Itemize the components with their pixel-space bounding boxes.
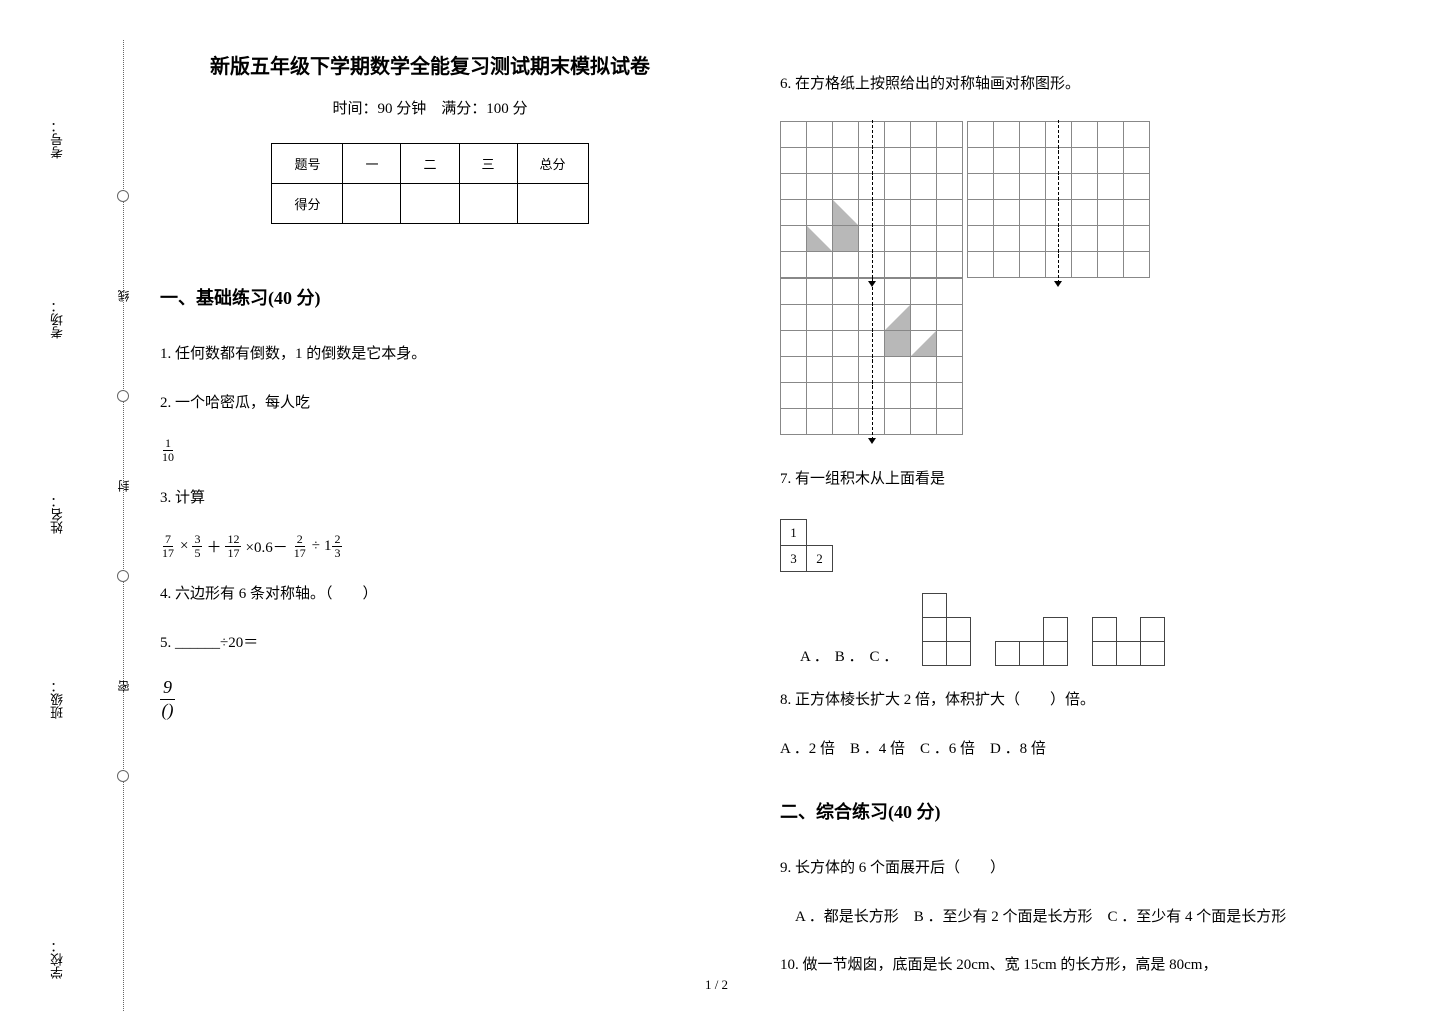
score-cell: 题号: [272, 144, 343, 184]
grid-block-2: [967, 121, 1150, 278]
section-heading-2: 二、综合练习(40 分): [780, 798, 1320, 824]
binding-circle: [117, 770, 129, 782]
question-3: 3. 计算: [160, 484, 700, 513]
question-10: 10. 做一节烟囱，底面是长 20cm、宽 15cm 的长方形，高是 80cm，: [780, 951, 1320, 980]
grid-block-1: [780, 121, 963, 278]
question-2: 2. 一个哈密瓜，每人吃: [160, 389, 700, 418]
score-cell: [343, 184, 401, 224]
question-8: 8. 正方体棱长扩大 2 倍，体积扩大（ ）倍。: [780, 686, 1320, 715]
binding-label-name: 姓名：: [48, 495, 67, 534]
score-cell: [459, 184, 517, 224]
frac-denominator: (): [162, 700, 174, 722]
exam-title: 新版五年级下学期数学全能复习测试期末模拟试卷: [160, 50, 700, 79]
binding-label-room: 考场：: [48, 300, 67, 339]
question-7: 7. 有一组积木从上面看是: [780, 465, 1320, 494]
right-column: 6. 在方格纸上按照给出的对称轴画对称图形。: [780, 50, 1320, 1000]
seal-char-xian: 线: [115, 290, 132, 302]
table-row: 题号 一 二 三 总分: [272, 144, 588, 184]
table-row: 得分: [272, 184, 588, 224]
option-label-b: B ．: [835, 645, 864, 666]
score-cell: 总分: [517, 144, 588, 184]
q7-options: A ． B ． C ．: [800, 593, 1320, 666]
question-5: 5. ______÷20＝: [160, 629, 700, 658]
binding-label-school: 学校：: [48, 940, 67, 979]
seal-char-mi: 密: [115, 680, 132, 692]
binding-circle: [117, 390, 129, 402]
frac-denominator: 10: [160, 451, 176, 464]
section-heading-1: 一、基础练习(40 分): [160, 284, 700, 310]
symmetry-grids: [780, 121, 1320, 435]
binding-dotted-line: [123, 40, 124, 1011]
binding-label-number: 考号：: [48, 120, 67, 159]
score-cell: 得分: [272, 184, 343, 224]
question-6: 6. 在方格纸上按照给出的对称轴画对称图形。: [780, 70, 1320, 99]
seal-char-feng: 封: [115, 480, 132, 492]
q2-fraction: 1 10: [160, 437, 700, 464]
binding-label-class: 班级：: [48, 680, 67, 719]
shape-option-c: [1092, 617, 1165, 666]
option-label-a: A ．: [800, 645, 829, 666]
frac-numerator: 9: [160, 677, 175, 700]
question-8-options: A ．2 倍 B ．4 倍 C ．6 倍 D ．8 倍: [780, 735, 1320, 764]
score-cell: 三: [459, 144, 517, 184]
shape-option-a: [922, 593, 971, 666]
shape-option-b: [995, 617, 1068, 666]
question-9-options: A ．都是长方形 B ．至少有 2 个面是长方形 C ．至少有 4 个面是长方形: [780, 903, 1320, 932]
frac-numerator: 1: [163, 437, 173, 451]
score-cell: [401, 184, 459, 224]
score-table: 题号 一 二 三 总分 得分: [271, 143, 588, 224]
page-number: 1 / 2: [705, 977, 728, 993]
q3-expression: 717 × 35 ＋ 1217 ×0.6－ 217 ÷ 123: [160, 533, 700, 560]
question-9: 9. 长方体的 6 个面展开后（ ）: [780, 854, 1320, 883]
question-4: 4. 六边形有 6 条对称轴。（ ）: [160, 580, 700, 609]
score-cell: [517, 184, 588, 224]
grid-block-3: [780, 278, 963, 435]
exam-subtitle: 时间：90 分钟 满分：100 分: [160, 97, 700, 118]
option-label-c: C ．: [870, 645, 899, 666]
binding-strip: 学校： 班级： 姓名： 考场： 考号： 密 封 线: [55, 0, 135, 1011]
q5-fraction: 9 (): [160, 677, 700, 721]
binding-circle: [117, 190, 129, 202]
left-column: 新版五年级下学期数学全能复习测试期末模拟试卷 时间：90 分钟 满分：100 分…: [160, 50, 700, 1000]
score-cell: 二: [401, 144, 459, 184]
q7-number-grid: 1 32: [780, 519, 833, 572]
question-1: 1. 任何数都有倒数，1 的倒数是它本身。: [160, 340, 700, 369]
score-cell: 一: [343, 144, 401, 184]
binding-circle: [117, 570, 129, 582]
